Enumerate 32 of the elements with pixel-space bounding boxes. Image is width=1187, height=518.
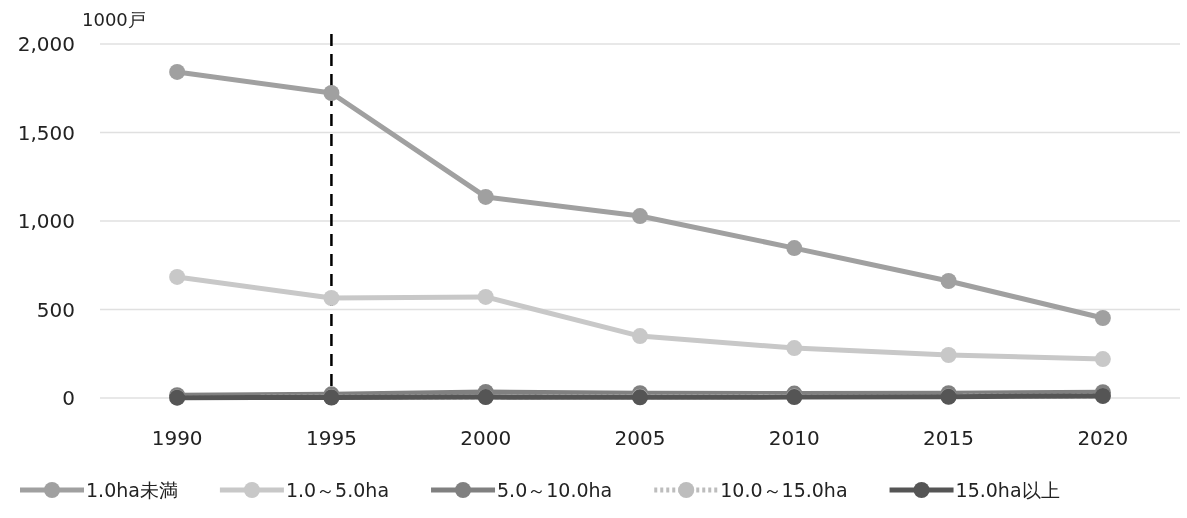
y-tick-label: 1,000 — [17, 209, 75, 233]
legend-label: 10.0～15.0ha — [720, 479, 848, 501]
legend-label: 15.0ha以上 — [955, 479, 1060, 501]
point — [786, 340, 803, 357]
y-tick-label: 500 — [36, 297, 75, 322]
point — [786, 240, 803, 257]
point — [940, 346, 957, 363]
x-tick-label: 1990 — [151, 426, 203, 450]
y-tick-label: 2,000 — [17, 32, 75, 56]
legend-label: 1.0ha未満 — [86, 479, 178, 501]
point — [477, 288, 494, 305]
x-tick-label: 2015 — [923, 426, 975, 450]
y-axis-title: 1000戸 — [82, 9, 146, 30]
legend-label: 5.0～10.0ha — [497, 479, 613, 501]
point — [632, 208, 648, 225]
x-tick-label: 2000 — [460, 426, 512, 450]
y-tick-label: 0 — [62, 386, 75, 410]
legend-label: 1.0～5.0ha — [285, 479, 390, 501]
point — [169, 268, 186, 285]
point — [1094, 351, 1111, 368]
y-tick-label: 1,500 — [17, 120, 75, 145]
x-tick-label: 2005 — [614, 426, 666, 450]
x-tick-label: 1995 — [305, 426, 357, 450]
point — [169, 63, 186, 80]
x-tick-label: 2020 — [1077, 426, 1129, 450]
point — [632, 328, 648, 345]
point — [323, 85, 340, 102]
point — [323, 290, 340, 306]
point — [940, 273, 957, 289]
point — [1094, 310, 1111, 326]
point — [477, 188, 494, 205]
x-tick-label: 2010 — [768, 426, 820, 450]
